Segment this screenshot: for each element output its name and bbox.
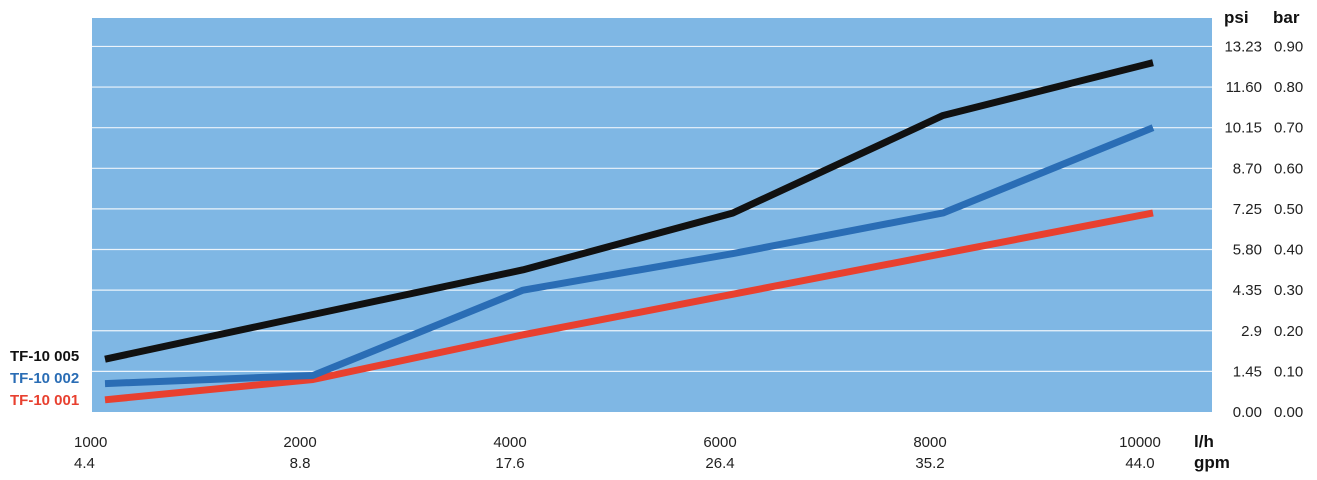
y-tick-label-psi: 13.23 bbox=[1224, 38, 1262, 55]
y-tick-label-psi: 8.70 bbox=[1233, 160, 1262, 177]
y-tick-label-psi: 4.35 bbox=[1233, 282, 1262, 299]
y-tick-label-bar: 0.20 bbox=[1274, 323, 1303, 340]
x-secondary-tick-label: 4.4 bbox=[74, 455, 95, 472]
y-unit-psi: psi bbox=[1224, 8, 1249, 27]
x-tick-label: 4000 bbox=[493, 434, 526, 451]
series-labels: TF-10 005 TF-10 002 TF-10 001 bbox=[10, 348, 79, 409]
y-tick-label-psi: 2.9 bbox=[1241, 323, 1262, 340]
y-tick-label-bar: 0.00 bbox=[1274, 404, 1303, 421]
series-line bbox=[104, 209, 1154, 404]
y-tick-label-psi: 11.60 bbox=[1226, 79, 1262, 96]
x-axis: 1000 4.4 2000 8.8 4000 17.6 6000 26.4 8000 35.2 10… bbox=[74, 434, 1161, 472]
x-secondary-tick-label: 44.0 bbox=[1125, 455, 1154, 472]
y-unit-bar: bar bbox=[1273, 8, 1300, 27]
x-tick-label: 10000 bbox=[1119, 434, 1161, 451]
y-tick-label-psi: 5.80 bbox=[1233, 242, 1262, 259]
y-tick-label-bar: 0.60 bbox=[1274, 160, 1303, 177]
y-tick-label-psi: 10.15 bbox=[1224, 120, 1262, 137]
series-lines bbox=[104, 59, 1155, 404]
y-tick-label-psi: 1.45 bbox=[1233, 363, 1262, 380]
y-axis-psi: 0.00 1.45 2.9 4.35 5.80 7.25 8.70 10.15 11.60 13.… bbox=[1224, 38, 1262, 421]
x-secondary-tick-label: 8.8 bbox=[290, 455, 311, 472]
series-label: TF-10 001 bbox=[10, 392, 79, 409]
x-tick-label: 1000 bbox=[74, 434, 107, 451]
x-secondary-tick-label: 17.6 bbox=[495, 455, 524, 472]
x-unit-gpm: gpm bbox=[1194, 453, 1230, 472]
y-tick-label-bar: 0.50 bbox=[1274, 201, 1303, 218]
x-tick-label: 6000 bbox=[703, 434, 736, 451]
series-line bbox=[104, 59, 1154, 363]
x-tick-label: 2000 bbox=[283, 434, 316, 451]
series-label: TF-10 002 bbox=[10, 370, 79, 387]
y-tick-label-bar: 0.10 bbox=[1274, 363, 1303, 380]
y-tick-label-bar: 0.70 bbox=[1274, 120, 1303, 137]
y-tick-label-psi: 0.00 bbox=[1233, 404, 1262, 421]
x-secondary-tick-label: 26.4 bbox=[705, 455, 734, 472]
y-tick-label-bar: 0.40 bbox=[1274, 242, 1303, 259]
y-tick-label-psi: 7.25 bbox=[1233, 201, 1262, 218]
x-tick-label: 8000 bbox=[913, 434, 946, 451]
series-label: TF-10 005 bbox=[10, 348, 79, 365]
grid-lines bbox=[92, 45, 1212, 372]
y-tick-label-bar: 0.90 bbox=[1274, 38, 1303, 55]
y-tick-label-bar: 0.30 bbox=[1274, 282, 1303, 299]
series-line bbox=[104, 124, 1155, 388]
y-axis-bar: 0.00 0.10 0.20 0.30 0.40 0.50 0.60 0.70 0.80 0.90 bbox=[1274, 38, 1303, 421]
x-secondary-tick-label: 35.2 bbox=[915, 455, 944, 472]
plot-background bbox=[92, 18, 1212, 412]
y-tick-label-bar: 0.80 bbox=[1274, 79, 1303, 96]
x-unit-lh: l/h bbox=[1194, 432, 1214, 451]
